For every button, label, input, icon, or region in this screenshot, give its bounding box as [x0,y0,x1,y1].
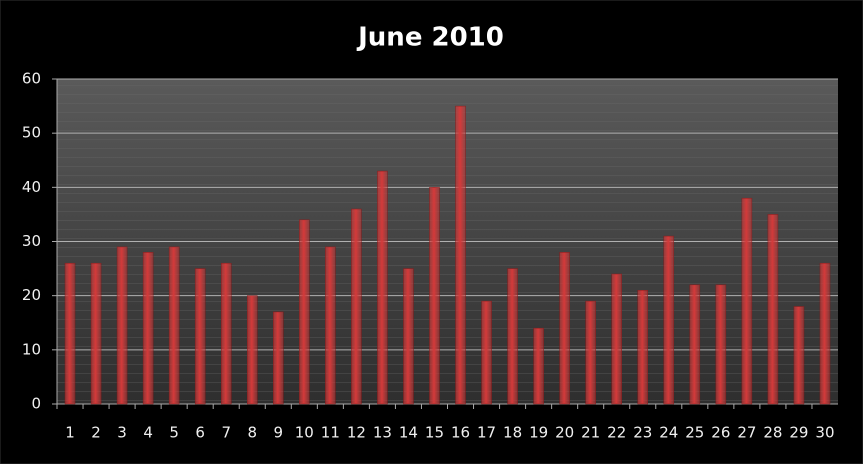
y-tick-label: 30 [22,232,41,250]
x-tick-label: 13 [373,424,392,442]
x-tick-label: 2 [91,424,101,442]
bar [90,262,102,405]
x-tick-label: 16 [451,424,470,442]
bar [585,300,596,405]
bar [351,208,362,405]
x-tick-label: 26 [711,424,730,442]
x-tick-label: 18 [503,424,522,442]
x-tick-label: 25 [685,424,704,442]
bar [377,170,388,405]
chart-title: June 2010 [356,23,504,53]
bar [168,246,180,405]
x-tick-label: 19 [529,424,548,442]
bar [767,214,779,405]
y-tick-label: 10 [22,340,41,358]
x-tick-label: 3 [117,424,127,442]
x-tick-label: 21 [581,424,600,442]
bar [663,235,675,405]
bar [116,246,128,405]
bar [741,197,753,405]
x-tick-label: 24 [659,424,678,442]
x-tick-label: 11 [321,424,340,442]
x-tick-label: 27 [737,424,756,442]
x-tick-label: 17 [477,424,496,442]
x-tick-label: 5 [169,424,179,442]
bar [194,268,206,405]
bar [455,105,466,405]
x-tick-label: 22 [607,424,626,442]
x-tick-label: 30 [815,424,834,442]
bar [793,306,805,405]
bar [429,187,440,405]
bar [481,300,492,405]
x-tick-label: 20 [555,424,574,442]
y-tick-label: 60 [22,70,41,88]
x-tick-label: 14 [399,424,418,442]
x-tick-label: 28 [763,424,782,442]
x-tick-label: 1 [65,424,75,442]
bar [819,262,831,405]
x-tick-label: 8 [247,424,257,442]
bar [507,268,518,405]
bar [559,252,570,405]
bar [142,252,154,405]
bar [533,327,544,405]
bar [325,246,336,405]
x-tick-label: 7 [221,424,231,442]
x-tick-label: 15 [425,424,444,442]
x-tick-label: 23 [633,424,652,442]
bar [273,311,284,405]
bar [299,219,310,405]
bar [637,290,648,405]
y-tick-label: 40 [22,178,41,196]
bar [247,295,258,405]
x-tick-label: 12 [347,424,366,442]
x-tick-label: 6 [195,424,205,442]
y-tick-label: 50 [22,124,41,142]
y-tick-label: 20 [22,286,41,304]
bar [689,284,701,405]
bar [403,268,414,405]
x-tick-label: 4 [143,424,153,442]
bar [220,262,232,405]
bar [715,284,727,405]
bar [64,262,76,405]
y-tick-label: 0 [31,395,41,413]
bar [611,273,622,405]
x-tick-label: 9 [274,424,284,442]
x-tick-label: 10 [295,424,314,442]
x-tick-label: 29 [789,424,808,442]
